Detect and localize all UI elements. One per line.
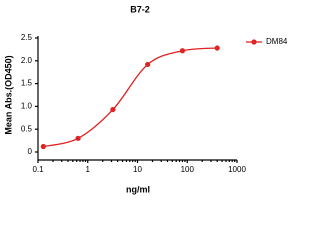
legend-marker bbox=[251, 39, 257, 45]
data-point bbox=[110, 106, 116, 113]
x-tick-label: 1 bbox=[86, 165, 91, 174]
data-point bbox=[40, 143, 46, 150]
y-axis-label: Mean Abs.(OD450) bbox=[3, 55, 13, 134]
data-point bbox=[214, 45, 220, 51]
x-tick-label: 10 bbox=[133, 165, 142, 174]
y-tick-label: 2.0 bbox=[21, 56, 33, 65]
data-point bbox=[75, 135, 81, 141]
y-tick-label: 1.5 bbox=[21, 79, 33, 88]
y-tick-label: 2.5 bbox=[21, 33, 33, 42]
data-point bbox=[145, 61, 151, 68]
x-tick-label: 0.1 bbox=[32, 165, 44, 174]
y-tick-label: 0 bbox=[28, 147, 33, 156]
data-point bbox=[179, 48, 186, 54]
chart: B7-2 ng/ml Mean Abs.(OD450) 0 0.5 1.0 1.5 2.… bbox=[3, 4, 288, 194]
y-tick-label: 0.5 bbox=[21, 124, 33, 133]
chart-title: B7-2 bbox=[130, 4, 150, 14]
y-tick-label: 1.0 bbox=[21, 102, 33, 111]
x-tick-label: 1000 bbox=[228, 165, 246, 174]
series-line bbox=[43, 47, 218, 148]
legend-label: DM84 bbox=[266, 37, 288, 46]
x-tick-label: 100 bbox=[181, 165, 195, 174]
x-axis-label: ng/ml bbox=[126, 184, 150, 194]
